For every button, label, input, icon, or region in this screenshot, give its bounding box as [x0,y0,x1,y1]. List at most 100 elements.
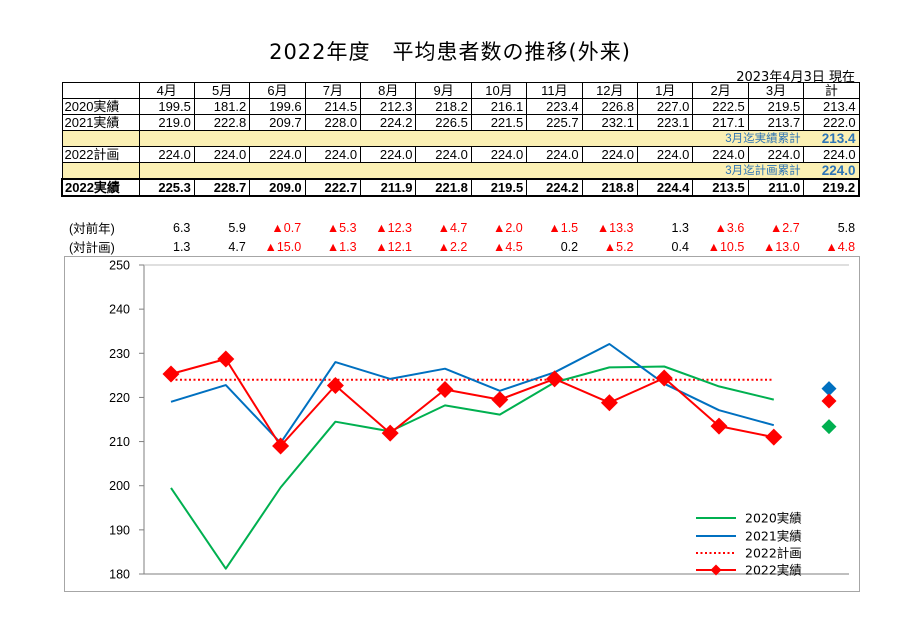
diff-cell: ▲13.3 [596,220,634,235]
table-cell: 224.0 [637,146,694,163]
header-cell: 9月 [415,82,472,99]
row-label: 2021実績 [61,114,140,131]
legend-label: 2020実績 [745,511,802,526]
table-cell: 222.0 [803,114,860,131]
table-cell: 212.3 [360,98,417,115]
table-cell: 213.5 [692,178,749,197]
table-cell: 218.8 [581,178,639,197]
y-tick-label: 220 [109,391,130,405]
table-cell: 224.0 [249,146,306,163]
diff-cell: 0.2 [560,239,579,254]
cumulative-blank [61,130,140,147]
data-point-2022 [546,370,564,388]
table-cell: 224.0 [747,146,805,163]
header-cell: 3月 [747,82,805,99]
cumulative-row: 3月迄計画累計 224.0 [61,162,860,180]
diff-cell: ▲4.5 [492,239,523,254]
table-row: 2020実績 199.5 181.2 199.6 214.5 212.3 218.2 216.… [61,98,860,115]
data-point-2022 [710,417,728,435]
table-cell: 228.7 [193,178,251,197]
header-corner [61,82,140,99]
table-cell: 224.0 [193,146,251,163]
table-cell: 213.4 [803,98,860,115]
diff-cell: ▲4.8 [825,239,856,254]
data-point-2022 [162,365,180,383]
diff-cell: ▲1.5 [548,220,579,235]
diff-cell: ▲1.3 [326,239,357,254]
table-cell: 224.0 [415,146,472,163]
header-cell: 8月 [360,82,417,99]
header-cell: 10月 [470,82,528,99]
diff-cell: 0.4 [671,239,689,254]
table-cell: 219.2 [803,178,861,197]
y-tick-label: 230 [109,347,130,361]
table-cell: 227.0 [637,98,694,115]
table-cell: 221.8 [415,178,472,197]
table-cell: 211.9 [360,178,417,197]
row-label: 2020実績 [61,98,140,115]
total-marker [821,381,837,397]
data-point-2022 [381,424,399,442]
y-tick-label: 240 [109,303,130,317]
data-table: 4月 5月 6月 7月 8月 9月 10月 11月 12月 1月 2月 3月計 2020実績 199.5 1… [61,82,861,197]
table-row: 2022計画 224.0 224.0 224.0 224.0 224.0 224.0 224.… [61,146,860,163]
table-cell: 217.1 [692,114,749,131]
data-point-2022 [600,394,618,412]
diff-cell: ▲2.2 [437,239,468,254]
legend-label: 2021実績 [745,529,802,544]
diff-cell: ▲4.7 [437,220,468,235]
table-cell: 224.0 [138,146,195,163]
legend-marker [710,564,722,576]
cumulative-blank [61,162,140,180]
table-cell: 226.8 [581,98,639,115]
table-cell: 224.0 [360,146,417,163]
series-line-2022 [170,358,774,447]
table-cell: 181.2 [193,98,251,115]
diff-cell: ▲13.0 [762,239,800,254]
row-label: 2022実績 [61,178,140,197]
header-cell: 4月 [138,82,195,99]
table-cell: 225.3 [138,178,195,197]
table-cell: 223.4 [526,98,583,115]
diff-cell: 4.7 [228,239,246,254]
diff-row: (対前年) 6.3 5.9 ▲0.7 ▲5.3 ▲12.3 ▲4.7 ▲2.0 ▲1.5 ▲13.… [61,218,858,237]
y-tick-label: 200 [109,479,130,493]
diff-cell: ▲5.3 [326,220,357,235]
chart-frame [64,256,860,592]
as-of-date: 2023年4月3日 現在 [736,70,855,85]
table-cell: 226.5 [415,114,472,131]
diff-cell: ▲0.7 [271,220,302,235]
table-cell: 224.0 [470,146,528,163]
cumulative-note: 3月迄計画累計 [138,162,804,180]
table-cell: 209.0 [249,178,306,197]
table-cell: 223.1 [637,114,694,131]
diff-table: (対前年) 6.3 5.9 ▲0.7 ▲5.3 ▲12.3 ▲4.7 ▲2.0 ▲1.5 ▲13.… [61,218,858,256]
table-cell: 224.0 [581,146,639,163]
data-point-2022 [491,391,509,409]
cumulative-value: 224.0 [803,162,860,180]
table-cell: 222.7 [304,178,362,197]
table-header-row: 4月 5月 6月 7月 8月 9月 10月 11月 12月 1月 2月 3月計 [61,82,860,99]
diff-label: (対前年) [69,222,115,236]
table-cell: 214.5 [304,98,362,115]
series-line-2020 [170,365,775,570]
legend-label: 2022計画 [745,546,802,561]
header-cell: 2月 [692,82,749,99]
diff-cell: 5.8 [837,220,856,235]
table-cell: 224.2 [526,178,583,197]
cumulative-value: 213.4 [803,130,860,147]
total-marker [821,419,837,435]
table-cell: 199.5 [138,98,195,115]
table-cell: 209.7 [249,114,306,131]
header-cell: 7月 [304,82,362,99]
table-cell: 224.0 [304,146,362,163]
table-cell: 216.1 [470,98,528,115]
table-cell: 228.0 [304,114,362,131]
data-point-2022 [326,377,344,395]
diff-row: (対計画) 1.3 4.7 ▲15.0 ▲1.3 ▲12.1 ▲2.2 ▲4.5 0.2 ▲5.2… [61,237,858,256]
table-cell: 213.7 [747,114,805,131]
header-cell: 6月 [249,82,306,99]
header-cell: 計 [803,82,860,99]
diff-cell: ▲2.0 [492,220,523,235]
data-point-2022 [217,350,235,368]
